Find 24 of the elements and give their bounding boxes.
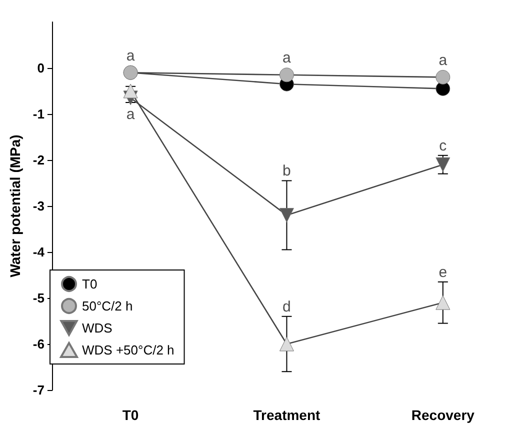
annotation: a [126,47,136,64]
y-tick-label: 0 [37,60,44,76]
legend-label: T0 [82,276,98,292]
x-tick-label: T0 [122,407,139,423]
annotation: a [282,50,292,67]
y-tick-label: -2 [32,152,44,168]
y-tick-label: -1 [32,106,44,122]
legend-label: 50°C/2 h [82,298,133,314]
x-tick-label: Treatment [253,407,321,423]
annotation: e [438,264,448,281]
x-tick-label: Recovery [411,407,475,423]
annotation: b [282,162,291,180]
y-tick-label: -5 [32,290,44,306]
annotation: a [438,52,448,69]
y-axis-title: Water potential (MPa) [7,134,23,278]
annotation: a [126,106,136,124]
y-tick-label: -4 [32,244,46,260]
y-tick-label: -3 [32,198,44,214]
legend-label: WDS +50°C/2 h [82,342,174,358]
y-tick-label: -6 [32,336,44,352]
annotation: c [439,138,448,154]
annotation: d [282,298,291,316]
y-tick-label: -7 [32,382,44,398]
legend-label: WDS [82,320,113,336]
